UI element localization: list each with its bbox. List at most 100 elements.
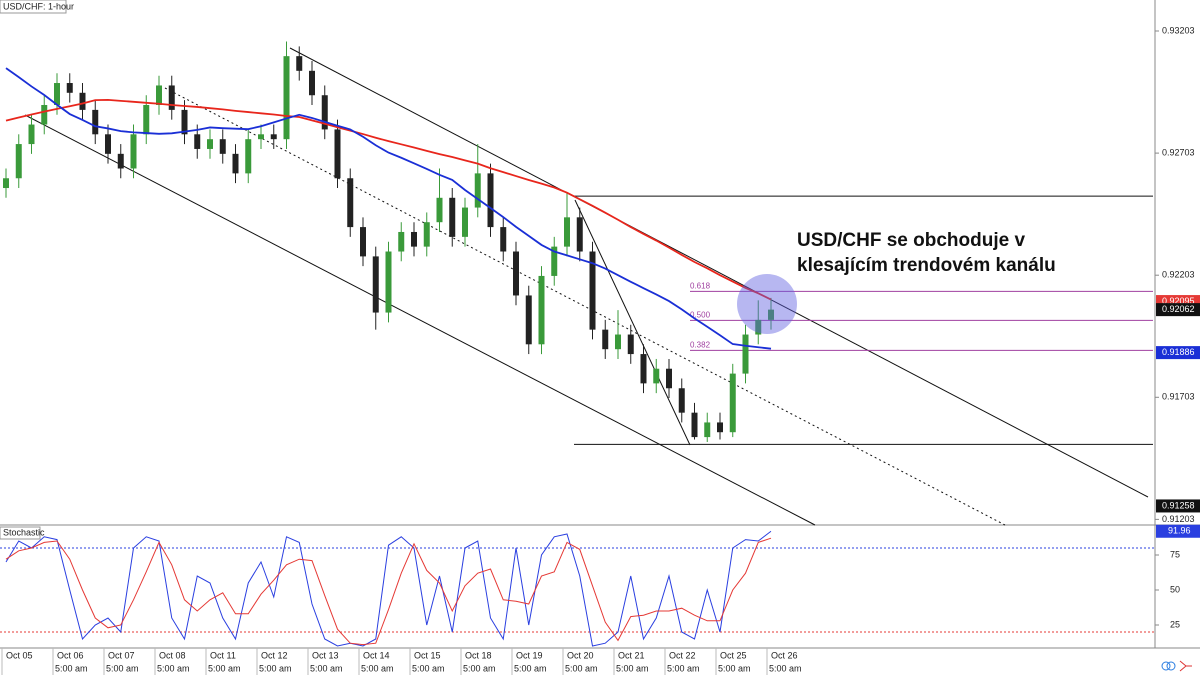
- y-tick-label: 75: [1170, 549, 1180, 559]
- candle-body: [449, 197, 456, 237]
- title-box: [0, 0, 67, 14]
- fib-label: 0.500: [690, 310, 711, 319]
- channel-upper: [289, 47, 1149, 498]
- candle-body: [168, 85, 175, 110]
- x-time-label: 5:00 am: [361, 663, 394, 673]
- icon[interactable]: [1161, 661, 1171, 671]
- candle-body: [347, 178, 354, 228]
- candle-body: [283, 56, 290, 140]
- candle-body: [143, 105, 150, 135]
- x-time-label: 5:00 am: [718, 663, 751, 673]
- y-tick-label: 0.91203: [1162, 514, 1195, 524]
- indicator-line: [5, 530, 772, 647]
- candle-body: [181, 109, 188, 135]
- y-tick-label: 0.92203: [1162, 270, 1195, 280]
- x-date-label: Oct 21: [618, 650, 645, 660]
- candle-body: [296, 56, 303, 71]
- channel-lower: [24, 114, 816, 526]
- price-marker: [1156, 303, 1200, 317]
- price-marker-label: 0.91886: [1162, 347, 1195, 357]
- price-marker-label: 0.92062: [1162, 304, 1195, 314]
- candle-body: [513, 251, 519, 296]
- x-time-label: 5:00 am: [157, 663, 190, 673]
- candle-body: [729, 373, 736, 433]
- x-date-label: Oct 07: [108, 650, 135, 660]
- candle-body: [462, 207, 468, 237]
- candle-body: [258, 134, 264, 140]
- candle-body: [385, 251, 392, 313]
- annotation: klesajícím trendovém kanálu: [797, 255, 1056, 276]
- candle-body: [640, 354, 647, 384]
- candle-body: [219, 139, 226, 154]
- candle-body: [3, 178, 9, 189]
- candle-body: [54, 83, 60, 105]
- candle-body: [28, 124, 35, 145]
- candle-body: [551, 246, 558, 276]
- x-time-label: 5:00 am: [667, 663, 700, 673]
- x-date-label: Oct 13: [312, 650, 339, 660]
- candle-body: [79, 92, 86, 110]
- candle-body: [92, 109, 99, 135]
- candle-body: [755, 319, 762, 335]
- candle-body: [270, 134, 277, 140]
- x-time-label: 5:00 am: [616, 663, 649, 673]
- x-time-label: 5:00 am: [565, 663, 598, 673]
- candle-body: [232, 153, 239, 174]
- candle-body: [105, 134, 111, 154]
- candle-body: [130, 134, 137, 169]
- candle-body: [360, 227, 366, 257]
- x-date-label: Oct 08: [159, 650, 186, 660]
- candle-body: [500, 227, 507, 252]
- candle-body: [717, 422, 723, 433]
- x-time-label: 5:00 am: [259, 663, 292, 673]
- x-time-label: 5:00 am: [106, 663, 139, 673]
- y-tick-label: 0.93203: [1162, 25, 1195, 35]
- icon[interactable]: [1179, 660, 1192, 672]
- icon[interactable]: [1166, 661, 1176, 671]
- candle-body: [309, 70, 315, 96]
- x-date-label: Oct 05: [6, 650, 33, 660]
- price-marker: [1156, 346, 1200, 360]
- y-tick-label: 25: [1170, 619, 1180, 629]
- candle-body: [117, 153, 124, 169]
- value-marker: [1156, 524, 1200, 538]
- candle-body: [564, 217, 570, 247]
- moving-average: [5, 98, 772, 301]
- x-date-label: Oct 12: [261, 650, 288, 660]
- candle-body: [615, 334, 621, 350]
- moving-average: [5, 67, 772, 350]
- candle-body: [704, 422, 711, 438]
- x-date-label: Oct 15: [414, 650, 441, 660]
- candle-body: [156, 85, 162, 105]
- annotation: USD/CHF se obchoduje v: [797, 230, 1025, 251]
- candle-body: [602, 329, 609, 350]
- candle-body: [589, 251, 596, 330]
- x-date-label: Oct 20: [567, 650, 594, 660]
- candle-body: [321, 95, 328, 130]
- x-time-label: 5:00 am: [463, 663, 496, 673]
- indicator-title: Stochastic: [3, 527, 45, 537]
- candle-body: [194, 134, 201, 149]
- candle-body: [245, 139, 252, 174]
- x-date-label: Oct 18: [465, 650, 492, 660]
- candle-body: [678, 388, 685, 413]
- candle-body: [41, 105, 48, 125]
- x-time-label: 5:00 am: [514, 663, 547, 673]
- x-date-label: Oct 22: [669, 650, 696, 660]
- x-date-label: Oct 19: [516, 650, 543, 660]
- x-date-label: Oct 26: [771, 650, 798, 660]
- candle-body: [487, 173, 494, 228]
- candle-body: [768, 309, 774, 320]
- candle-body: [66, 83, 73, 93]
- y-tick-label: 50: [1170, 584, 1180, 594]
- fib-label: 0.382: [690, 341, 711, 350]
- candle-body: [436, 197, 443, 223]
- candle-body: [423, 222, 430, 247]
- candle-body: [411, 231, 417, 247]
- trend-lines: [24, 47, 1149, 526]
- x-date-label: Oct 14: [363, 650, 390, 660]
- value-marker-label: 91.96: [1168, 526, 1191, 536]
- swing-line: [574, 199, 691, 446]
